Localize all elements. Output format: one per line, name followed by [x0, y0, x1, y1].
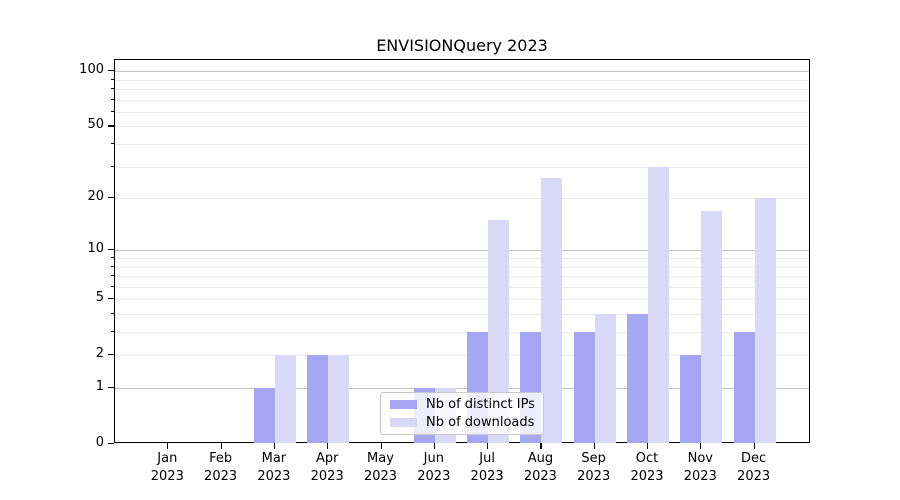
y-gridline-minor — [115, 286, 809, 288]
x-tick-mark — [273, 443, 276, 449]
bar-distinct-ips — [680, 355, 702, 443]
x-tick-label: Oct 2023 — [630, 451, 664, 484]
y-gridline-minor — [115, 111, 809, 113]
x-tick-mark — [380, 443, 382, 449]
x-tick-label: May 2023 — [363, 451, 398, 484]
y-gridline-minor — [115, 144, 809, 146]
bar-downloads — [648, 166, 669, 443]
x-tick-label: Dec 2023 — [737, 451, 771, 484]
bar-downloads — [701, 210, 723, 443]
y-tick-mark — [107, 70, 114, 72]
x-tick-label: Jun 2023 — [417, 451, 451, 484]
x-tick-label: Mar 2023 — [257, 451, 291, 484]
y-gridline-minor — [115, 79, 809, 81]
y-minor-tick-mark — [110, 78, 114, 80]
x-tick-mark — [593, 443, 595, 449]
bar-downloads — [594, 313, 616, 443]
bar-distinct-ips — [253, 388, 275, 443]
y-tick-label: 20 — [87, 189, 104, 205]
y-minor-tick-mark — [110, 98, 114, 100]
y-gridline-minor — [115, 166, 809, 168]
y-minor-tick-mark — [110, 312, 114, 315]
bar-distinct-ips — [627, 313, 648, 443]
y-minor-tick-mark — [110, 88, 114, 90]
y-tick-mark — [107, 298, 114, 300]
y-gridline-minor — [115, 332, 809, 334]
y-gridline-minor — [115, 355, 809, 357]
y-gridline-minor — [115, 266, 809, 268]
y-minor-tick-mark — [110, 165, 114, 167]
y-tick-label: 100 — [79, 62, 104, 78]
bar-downloads — [488, 220, 510, 443]
y-minor-tick-mark — [110, 285, 114, 287]
y-gridline-major — [115, 250, 809, 252]
y-gridline-minor — [115, 276, 809, 278]
y-tick-label: 1 — [95, 379, 104, 394]
legend-row-downloads: Nb of downloads — [390, 415, 543, 430]
x-tick-mark — [433, 443, 435, 449]
y-tick-label: 50 — [87, 117, 104, 133]
bar-distinct-ips — [733, 332, 755, 443]
bar-distinct-ips — [307, 355, 329, 443]
x-tick-mark — [220, 443, 222, 449]
y-gridline-minor — [115, 126, 809, 128]
y-minor-tick-mark — [110, 110, 114, 113]
x-tick-mark — [647, 443, 649, 449]
y-minor-tick-mark — [110, 257, 114, 259]
bar-distinct-ips — [573, 332, 595, 443]
y-gridline-minor — [115, 89, 809, 91]
x-tick-label: Feb 2023 — [204, 451, 238, 484]
x-tick-label: Sep 2023 — [577, 451, 611, 484]
y-gridline-major — [115, 388, 809, 389]
y-tick-mark — [107, 197, 114, 199]
y-gridline-minor — [115, 313, 809, 315]
y-minor-tick-mark — [110, 265, 114, 267]
y-gridline-minor — [115, 258, 809, 259]
x-tick-mark — [540, 443, 542, 449]
y-tick-mark — [107, 354, 114, 356]
bar-downloads — [541, 177, 563, 443]
x-tick-mark — [167, 443, 169, 449]
legend: Nb of distinct IPs Nb of downloads — [380, 392, 544, 435]
legend-swatch-downloads — [390, 418, 417, 427]
x-tick-mark — [487, 443, 489, 449]
y-gridline-minor — [115, 299, 809, 301]
y-gridline-minor — [115, 198, 809, 200]
y-gridline-major — [115, 71, 809, 73]
x-tick-label: Aug 2023 — [523, 451, 557, 484]
bar-downloads — [274, 355, 296, 443]
y-tick-label: 10 — [87, 241, 104, 257]
x-tick-mark — [327, 443, 329, 449]
x-tick-label: Nov 2023 — [683, 451, 717, 484]
legend-swatch-distinct-ips — [390, 400, 417, 409]
x-tick-mark — [700, 443, 702, 449]
y-tick-label: 2 — [95, 346, 104, 362]
x-tick-mark — [753, 443, 755, 449]
y-tick-label: 0 — [95, 435, 104, 450]
y-minor-tick-mark — [110, 143, 114, 145]
y-tick-label: 5 — [95, 290, 104, 306]
y-tick-mark — [107, 387, 114, 389]
x-tick-label: Jan 2023 — [150, 451, 184, 484]
y-tick-mark — [107, 443, 114, 445]
y-minor-tick-mark — [110, 331, 114, 333]
x-tick-label: Apr 2023 — [310, 451, 344, 484]
legend-label-downloads: Nb of downloads — [426, 415, 535, 430]
bar-downloads — [328, 355, 350, 443]
x-tick-label: Jul 2023 — [470, 451, 504, 484]
y-tick-mark — [107, 125, 114, 127]
bar-downloads — [754, 198, 776, 443]
chart-title: ENVISIONQuery 2023 — [376, 36, 548, 55]
y-gridline-minor — [115, 99, 809, 101]
y-minor-tick-mark — [110, 275, 114, 277]
legend-label-distinct-ips: Nb of distinct IPs — [426, 397, 535, 412]
legend-row-distinct-ips: Nb of distinct IPs — [390, 397, 543, 412]
y-tick-mark — [107, 249, 114, 251]
plot-area — [114, 59, 810, 443]
